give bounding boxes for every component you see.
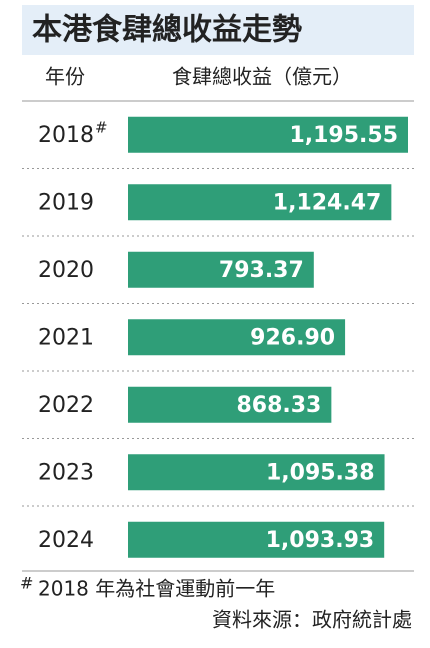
bar	[128, 184, 392, 221]
bar	[128, 319, 346, 356]
category-header: 年份	[45, 65, 85, 89]
value-label: 1,093.93	[266, 528, 375, 553]
bar	[128, 521, 385, 558]
value-label: 868.33	[236, 393, 321, 418]
bar	[128, 116, 408, 153]
chart-title: 本港食肆總收益走勢	[32, 13, 302, 48]
value-label: 1,095.38	[266, 460, 375, 485]
category-label: 2023	[38, 460, 94, 485]
category-label: 2021	[38, 325, 94, 350]
footnote: 2018 年為社會運動前一年	[38, 577, 275, 601]
category-label: 2019	[38, 190, 94, 215]
value-label: 793.37	[219, 258, 304, 283]
footnote-marker: #	[20, 574, 33, 593]
bar	[128, 251, 314, 288]
bar	[128, 386, 332, 423]
title-box	[22, 5, 414, 55]
source: 資料來源：政府統計處	[212, 608, 412, 632]
category-label: 2024	[38, 528, 94, 553]
value-header: 食肆總收益（億元）	[172, 65, 352, 89]
value-label: 1,124.47	[273, 190, 382, 215]
category-marker: #	[95, 118, 108, 136]
category-label: 2018	[38, 123, 94, 148]
value-label: 926.90	[250, 325, 335, 350]
value-label: 1,195.55	[289, 123, 398, 148]
bar	[128, 454, 385, 491]
category-label: 2020	[38, 258, 94, 283]
category-label: 2022	[38, 393, 94, 418]
